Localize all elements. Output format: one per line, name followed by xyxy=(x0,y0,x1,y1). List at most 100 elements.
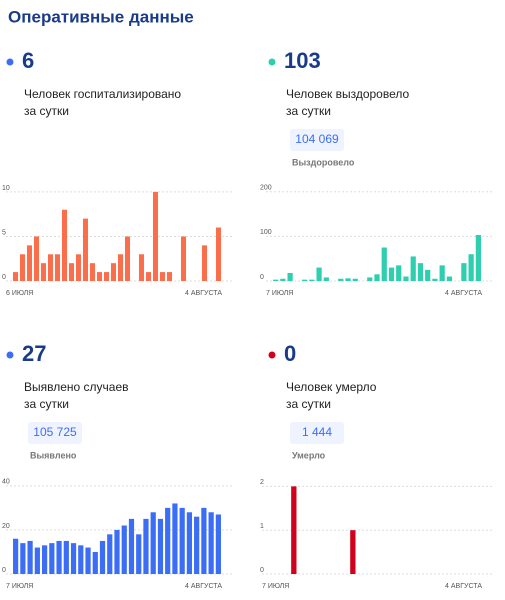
bar xyxy=(338,278,344,281)
bar xyxy=(291,486,297,574)
total: 105 725 xyxy=(33,425,77,439)
bar xyxy=(345,278,351,281)
bar xyxy=(128,518,135,574)
y-tick-label: 10 xyxy=(2,185,10,192)
bar xyxy=(54,254,61,281)
big-number: 103 xyxy=(284,48,321,73)
y-tick-label: 20 xyxy=(2,523,10,530)
bar xyxy=(179,507,185,574)
x-tick-label: 7 ИЮЛЯ xyxy=(262,583,289,590)
page-title: Оперативные данные xyxy=(8,7,194,26)
bar xyxy=(68,263,75,281)
bar xyxy=(145,272,152,281)
bar xyxy=(374,274,380,281)
bar xyxy=(41,545,48,574)
bar xyxy=(40,263,47,281)
label: за сутки xyxy=(286,397,331,411)
bar xyxy=(107,534,113,574)
bar xyxy=(20,543,26,574)
bar xyxy=(157,518,164,574)
bar xyxy=(201,507,207,574)
label: Человек госпитализировано xyxy=(24,87,181,101)
y-tick-label: 2 xyxy=(260,479,264,486)
bar xyxy=(99,540,106,574)
bar xyxy=(287,272,293,281)
x-tick-label: 4 АВГУСТА xyxy=(445,290,482,297)
bar xyxy=(82,218,89,281)
bar xyxy=(381,247,387,281)
x-tick-label: 6 ИЮЛЯ xyxy=(6,290,33,297)
bar xyxy=(201,245,208,281)
bar xyxy=(70,543,77,574)
bar xyxy=(89,263,96,281)
total: 104 069 xyxy=(295,132,339,146)
bar xyxy=(138,254,145,281)
bar xyxy=(34,547,40,574)
bar xyxy=(446,276,453,281)
bar xyxy=(166,272,173,281)
bar xyxy=(27,540,33,574)
bar xyxy=(215,514,221,574)
bar xyxy=(103,272,110,281)
bar xyxy=(26,245,33,281)
total-box xyxy=(28,422,82,444)
total-box xyxy=(290,422,344,444)
bar xyxy=(63,540,69,574)
bar xyxy=(367,277,373,281)
y-tick-label: 0 xyxy=(260,274,264,281)
bar xyxy=(117,254,124,281)
bar xyxy=(468,254,474,281)
bar xyxy=(425,269,431,281)
bar xyxy=(121,525,127,574)
bar xyxy=(309,279,315,281)
big-number: 27 xyxy=(22,341,46,366)
bullet xyxy=(268,351,276,359)
total-label: Выявлено xyxy=(30,450,77,460)
total-label: Выздоровело xyxy=(292,157,355,167)
bullet xyxy=(6,351,14,359)
label: за сутки xyxy=(286,104,331,118)
x-tick-label: 4 АВГУСТА xyxy=(445,583,482,590)
big-number: 0 xyxy=(284,341,296,366)
bar xyxy=(350,530,356,574)
bar xyxy=(215,227,222,281)
label: Человек выздоровело xyxy=(286,87,409,101)
y-tick-label: 1 xyxy=(260,523,264,530)
bar xyxy=(143,518,149,574)
bar xyxy=(410,256,416,281)
total: 1 444 xyxy=(302,425,332,439)
y-tick-label: 200 xyxy=(260,185,272,192)
bar xyxy=(432,278,438,281)
y-tick-label: 40 xyxy=(2,479,10,486)
label: Человек умерло xyxy=(286,380,377,394)
bullet xyxy=(6,58,14,66)
label: за сутки xyxy=(24,397,69,411)
bar xyxy=(150,512,156,574)
bar xyxy=(78,545,84,574)
bar xyxy=(180,236,187,281)
bar xyxy=(280,278,286,281)
x-tick-label: 4 АВГУСТА xyxy=(185,583,222,590)
bar xyxy=(208,512,214,574)
bar xyxy=(323,277,329,281)
bar xyxy=(47,254,54,281)
bar xyxy=(152,191,159,281)
bar xyxy=(165,507,171,574)
bar xyxy=(110,263,117,281)
x-tick-label: 4 АВГУСТА xyxy=(185,290,222,297)
label: за сутки xyxy=(24,104,69,118)
bar xyxy=(403,276,409,281)
x-tick-label: 7 ИЮЛЯ xyxy=(6,583,33,590)
bar xyxy=(352,278,358,281)
bar xyxy=(96,272,103,281)
bar xyxy=(85,547,91,574)
bar xyxy=(159,272,166,281)
bar xyxy=(124,236,131,281)
big-number: 6 xyxy=(22,48,34,73)
total-box xyxy=(290,129,344,151)
bar xyxy=(49,543,55,574)
bar xyxy=(61,209,68,281)
bar xyxy=(186,512,193,574)
bullet xyxy=(268,58,276,66)
